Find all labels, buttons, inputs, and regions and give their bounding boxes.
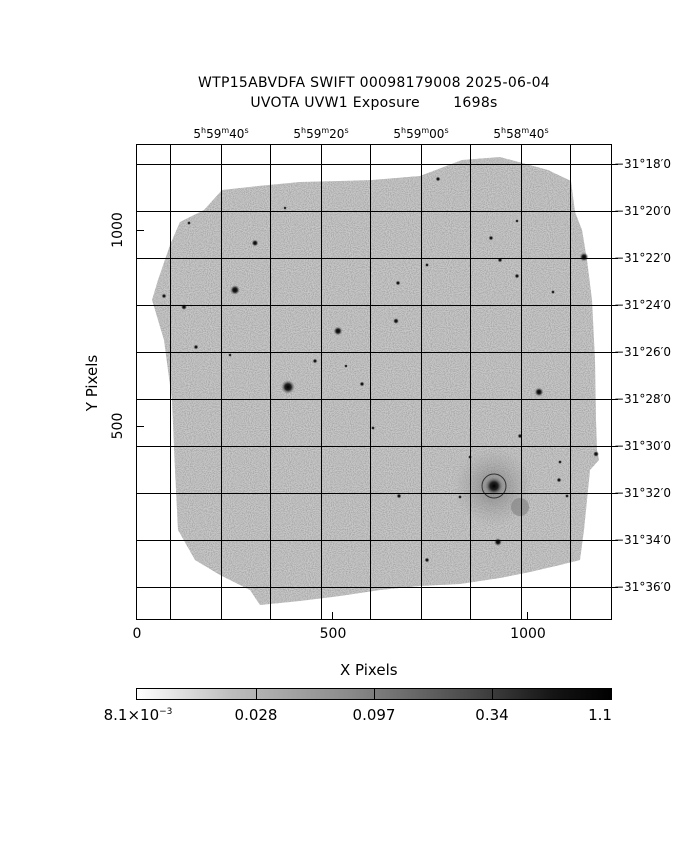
ra-label-1: 5h59m40s bbox=[193, 126, 249, 141]
dec-label: −31°28′0 bbox=[614, 392, 671, 406]
colorbar-label: 0.097 bbox=[352, 706, 396, 724]
colorbar-label: 0.028 bbox=[234, 706, 278, 724]
dec-label: −31°22′0 bbox=[614, 251, 671, 265]
colorbar-label-min: 8.1×10−3 bbox=[103, 706, 173, 724]
plot-frame bbox=[136, 144, 612, 620]
dec-label: −31°26′0 bbox=[614, 345, 671, 359]
dec-label: −31°18′0 bbox=[614, 157, 671, 171]
dec-label: −31°20′0 bbox=[614, 204, 671, 218]
dec-label: −31°24′0 bbox=[614, 298, 671, 312]
dec-label: −31°34′0 bbox=[614, 533, 671, 547]
y-axis-label: Y Pixels bbox=[83, 354, 101, 412]
y-tick-label: 1000 bbox=[110, 212, 126, 248]
pixel-ticks bbox=[136, 164, 618, 620]
ra-label-4: 5h58m40s bbox=[493, 126, 549, 141]
colorbar-label-max: 1.1 bbox=[588, 706, 612, 724]
image-title: WTP15ABVDFA SWIFT 00098179008 2025-06-04 bbox=[197, 75, 550, 91]
ra-label-3: 5h59m00s bbox=[393, 126, 449, 141]
x-axis-label: X Pixels bbox=[340, 661, 398, 679]
colorbar-label: 0.34 bbox=[475, 706, 509, 724]
image-subtitle: UVOTA UVW1 Exposure 1698s bbox=[250, 95, 498, 111]
ra-label-2: 5h59m20s bbox=[293, 126, 349, 141]
star-field bbox=[161, 176, 599, 563]
y-tick-label: 500 bbox=[110, 412, 126, 440]
x-tick-label: 0 bbox=[132, 626, 142, 642]
coordinate-grid bbox=[136, 144, 612, 620]
dec-label: −31°36′0 bbox=[614, 580, 671, 594]
x-tick-label: 500 bbox=[319, 626, 347, 642]
dec-label: −31°30′0 bbox=[614, 439, 671, 453]
exposure-field bbox=[152, 157, 599, 605]
x-tick-label: 1000 bbox=[510, 626, 546, 642]
dec-label: −31°32′0 bbox=[614, 486, 671, 500]
colorbar bbox=[136, 688, 612, 700]
